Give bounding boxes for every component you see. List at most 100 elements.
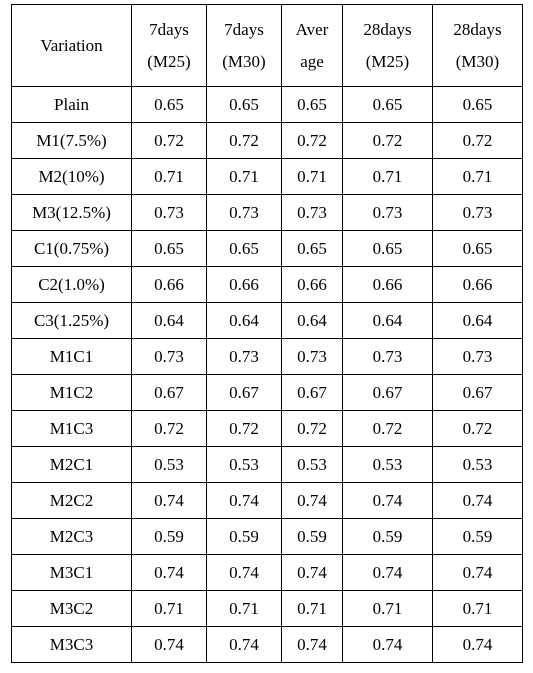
- table-row: M2(10%) 0.71 0.71 0.71 0.71 0.71: [11, 158, 523, 195]
- cell-7days-m25: 0.74: [131, 554, 207, 591]
- header-7days-m30-line-2: (M30): [222, 51, 266, 71]
- cell-7days-m30: 0.72: [206, 410, 282, 447]
- cell-7days-m30: 0.64: [206, 302, 282, 339]
- cell-7days-m30: 0.67: [206, 374, 282, 411]
- cell-28days-m30: 0.66: [432, 266, 523, 303]
- cell-28days-m30: 0.59: [432, 518, 523, 555]
- table-row: Plain 0.65 0.65 0.65 0.65 0.65: [11, 86, 523, 123]
- cell-variation: C2(1.0%): [11, 266, 132, 303]
- header-7days-m25: 7days (M25): [131, 4, 207, 87]
- header-7days-m30: 7days (M30): [206, 4, 282, 87]
- cell-28days-m25: 0.53: [342, 446, 433, 483]
- header-28days-m25-line-2: (M25): [365, 51, 410, 71]
- header-variation-line-1: Variation: [40, 35, 103, 55]
- table-row: C1(0.75%) 0.65 0.65 0.65 0.65 0.65: [11, 230, 523, 267]
- cell-variation: M1C1: [11, 338, 132, 375]
- cell-28days-m30: 0.64: [432, 302, 523, 339]
- table-row: C2(1.0%) 0.66 0.66 0.66 0.66 0.66: [11, 266, 523, 303]
- cell-7days-m25: 0.71: [131, 590, 207, 627]
- cell-7days-m30: 0.65: [206, 86, 282, 123]
- cell-variation: M2(10%): [11, 158, 132, 195]
- cell-7days-m25: 0.72: [131, 410, 207, 447]
- table-row: M1C2 0.67 0.67 0.67 0.67 0.67: [11, 374, 523, 411]
- table-row: M3(12.5%) 0.73 0.73 0.73 0.73 0.73: [11, 194, 523, 231]
- cell-7days-m30: 0.72: [206, 122, 282, 159]
- cell-7days-m25: 0.74: [131, 626, 207, 663]
- cell-7days-m25: 0.74: [131, 482, 207, 519]
- table-row: M3C1 0.74 0.74 0.74 0.74 0.74: [11, 554, 523, 591]
- cell-28days-m30: 0.72: [432, 122, 523, 159]
- cell-28days-m25: 0.67: [342, 374, 433, 411]
- header-28days-m30-line-1: 28days: [453, 19, 502, 39]
- cell-7days-m30: 0.73: [206, 338, 282, 375]
- cell-28days-m30: 0.71: [432, 158, 523, 195]
- cell-7days-m25: 0.64: [131, 302, 207, 339]
- cell-28days-m25: 0.72: [342, 410, 433, 447]
- table-row: M1C3 0.72 0.72 0.72 0.72 0.72: [11, 410, 523, 447]
- header-7days-m25-line-1: 7days: [149, 19, 189, 39]
- header-28days-m25: 28days (M25): [342, 4, 433, 87]
- cell-average: 0.59: [281, 518, 343, 555]
- cell-7days-m25: 0.59: [131, 518, 207, 555]
- cell-7days-m25: 0.72: [131, 122, 207, 159]
- cell-28days-m25: 0.65: [342, 86, 433, 123]
- cell-7days-m25: 0.66: [131, 266, 207, 303]
- cell-variation: M2C1: [11, 446, 132, 483]
- table-row: M2C1 0.53 0.53 0.53 0.53 0.53: [11, 446, 523, 483]
- cell-7days-m30: 0.74: [206, 482, 282, 519]
- table-row: C3(1.25%) 0.64 0.64 0.64 0.64 0.64: [11, 302, 523, 339]
- cell-28days-m30: 0.67: [432, 374, 523, 411]
- cell-28days-m30: 0.74: [432, 626, 523, 663]
- table-row: M2C2 0.74 0.74 0.74 0.74 0.74: [11, 482, 523, 519]
- table-row: M2C3 0.59 0.59 0.59 0.59 0.59: [11, 518, 523, 555]
- header-average-line-1: Aver: [295, 19, 329, 39]
- cell-28days-m30: 0.73: [432, 194, 523, 231]
- cell-variation: M1(7.5%): [11, 122, 132, 159]
- cell-28days-m25: 0.64: [342, 302, 433, 339]
- cell-28days-m30: 0.72: [432, 410, 523, 447]
- cell-28days-m30: 0.65: [432, 86, 523, 123]
- cell-7days-m25: 0.65: [131, 86, 207, 123]
- cell-7days-m30: 0.71: [206, 590, 282, 627]
- cell-28days-m25: 0.65: [342, 230, 433, 267]
- table-body: Plain 0.65 0.65 0.65 0.65 0.65 M1(7.5%) 0.72 0.7…: [11, 86, 523, 663]
- cell-28days-m25: 0.66: [342, 266, 433, 303]
- cell-7days-m30: 0.71: [206, 158, 282, 195]
- table-row: M1C1 0.73 0.73 0.73 0.73 0.73: [11, 338, 523, 375]
- header-28days-m25-line-1: 28days: [363, 19, 412, 39]
- cell-variation: M1C3: [11, 410, 132, 447]
- cell-average: 0.72: [281, 410, 343, 447]
- cell-average: 0.66: [281, 266, 343, 303]
- cell-7days-m30: 0.53: [206, 446, 282, 483]
- table-row: M1(7.5%) 0.72 0.72 0.72 0.72 0.72: [11, 122, 523, 159]
- table-row: M3C2 0.71 0.71 0.71 0.71 0.71: [11, 590, 523, 627]
- cell-7days-m25: 0.65: [131, 230, 207, 267]
- cell-average: 0.65: [281, 230, 343, 267]
- cell-7days-m30: 0.73: [206, 194, 282, 231]
- cell-28days-m25: 0.74: [342, 554, 433, 591]
- header-7days-m30-line-1: 7days: [224, 19, 264, 39]
- cell-28days-m30: 0.53: [432, 446, 523, 483]
- header-7days-m25-line-2: (M25): [147, 51, 191, 71]
- cell-variation: M2C3: [11, 518, 132, 555]
- cell-variation: M3(12.5%): [11, 194, 132, 231]
- cell-7days-m25: 0.73: [131, 194, 207, 231]
- cell-average: 0.67: [281, 374, 343, 411]
- cell-28days-m25: 0.72: [342, 122, 433, 159]
- cell-28days-m30: 0.65: [432, 230, 523, 267]
- cell-average: 0.73: [281, 194, 343, 231]
- cell-average: 0.71: [281, 590, 343, 627]
- table-header: Variation 7days (M25) 7days (M30) Aver a…: [11, 4, 523, 87]
- cell-7days-m25: 0.71: [131, 158, 207, 195]
- cell-variation: Plain: [11, 86, 132, 123]
- cell-variation: M3C1: [11, 554, 132, 591]
- cell-28days-m30: 0.73: [432, 338, 523, 375]
- cell-7days-m30: 0.74: [206, 626, 282, 663]
- cell-28days-m25: 0.73: [342, 338, 433, 375]
- cell-variation: M3C2: [11, 590, 132, 627]
- cell-average: 0.72: [281, 122, 343, 159]
- cell-28days-m25: 0.71: [342, 590, 433, 627]
- header-average: Aver age: [281, 4, 343, 87]
- cell-variation: C3(1.25%): [11, 302, 132, 339]
- cell-variation: M3C3: [11, 626, 132, 663]
